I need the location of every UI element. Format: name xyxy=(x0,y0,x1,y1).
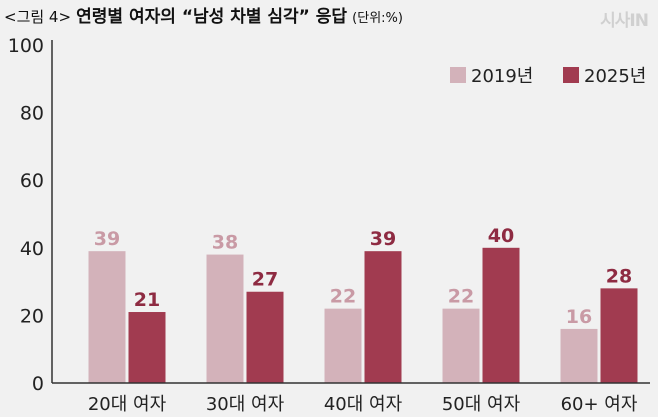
x-tick-label: 60+ 여자 xyxy=(561,394,638,415)
data-label-2025: 39 xyxy=(370,228,396,250)
y-tick-label: 80 xyxy=(20,103,44,125)
x-tick-label: 50대 여자 xyxy=(442,394,521,415)
data-label-2019: 22 xyxy=(330,286,356,308)
legend-swatch-2019 xyxy=(450,67,466,83)
bar-2025 xyxy=(128,312,166,383)
data-label-2025: 21 xyxy=(134,289,160,311)
data-label-2025: 40 xyxy=(488,225,514,247)
bar-2025 xyxy=(600,288,638,383)
bar-2025 xyxy=(364,251,402,383)
bar-2019 xyxy=(88,251,126,383)
data-label-2019: 39 xyxy=(94,228,120,250)
y-tick-label: 40 xyxy=(20,238,44,260)
y-tick-label: 60 xyxy=(20,170,44,192)
data-label-2019: 22 xyxy=(448,286,474,308)
data-label-2025: 28 xyxy=(606,265,632,287)
x-tick-label: 30대 여자 xyxy=(206,394,285,415)
bar-2019 xyxy=(324,308,362,383)
title-text: 연령별 여자의 “남성 차별 심각” 응답 xyxy=(76,7,348,27)
bar-2019 xyxy=(206,254,244,383)
bar-2019 xyxy=(442,308,480,383)
figure-label: <그림 4> xyxy=(4,8,72,26)
watermark-logo: 시사IN xyxy=(600,11,649,31)
y-tick-label: 0 xyxy=(32,373,44,395)
x-tick-label: 40대 여자 xyxy=(324,394,403,415)
bar-2025 xyxy=(482,247,520,383)
legend-label-2019: 2019년 xyxy=(471,66,533,87)
bar-2025 xyxy=(246,291,284,383)
data-label-2025: 27 xyxy=(252,269,278,291)
chart-title: <그림 4> 연령별 여자의 “남성 차별 심각” 응답 (단위:%) xyxy=(4,2,403,27)
y-tick-label: 20 xyxy=(20,305,44,327)
data-label-2019: 38 xyxy=(212,232,238,254)
legend-swatch-2025 xyxy=(563,67,579,83)
bar-2019 xyxy=(560,328,598,383)
legend-label-2025: 2025년 xyxy=(584,66,646,87)
x-tick-label: 20대 여자 xyxy=(88,394,167,415)
unit-label: (단위:%) xyxy=(352,11,403,26)
data-label-2019: 16 xyxy=(566,306,592,328)
y-tick-label: 100 xyxy=(8,35,44,57)
